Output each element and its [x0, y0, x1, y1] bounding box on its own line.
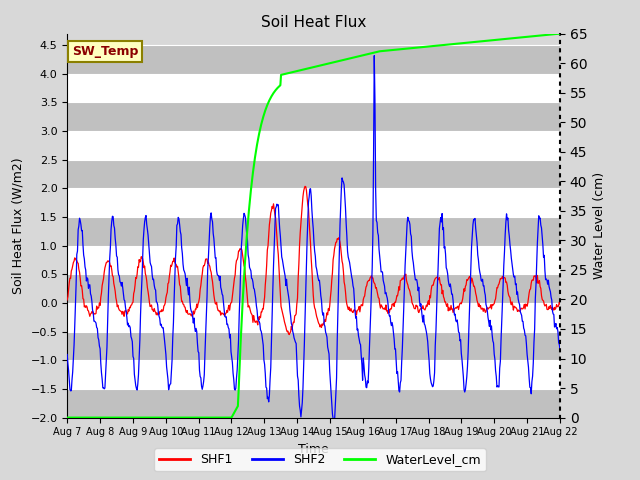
- Bar: [67, 102, 560, 131]
- Bar: [67, 360, 560, 389]
- Bar: [67, 160, 560, 188]
- Legend: SHF1, SHF2, WaterLevel_cm: SHF1, SHF2, WaterLevel_cm: [154, 448, 486, 471]
- Bar: [67, 274, 560, 303]
- Bar: [67, 45, 560, 74]
- Bar: [67, 303, 560, 332]
- Title: Soil Heat Flux: Soil Heat Flux: [261, 15, 366, 30]
- Bar: [67, 389, 560, 418]
- Bar: [67, 246, 560, 274]
- X-axis label: Time: Time: [298, 443, 329, 456]
- Bar: [67, 131, 560, 160]
- Bar: [67, 217, 560, 246]
- Y-axis label: Water Level (cm): Water Level (cm): [593, 172, 606, 279]
- Bar: [67, 74, 560, 102]
- Bar: [67, 332, 560, 360]
- Y-axis label: Soil Heat Flux (W/m2): Soil Heat Flux (W/m2): [12, 157, 25, 294]
- Bar: [67, 188, 560, 217]
- Text: SW_Temp: SW_Temp: [72, 45, 138, 58]
